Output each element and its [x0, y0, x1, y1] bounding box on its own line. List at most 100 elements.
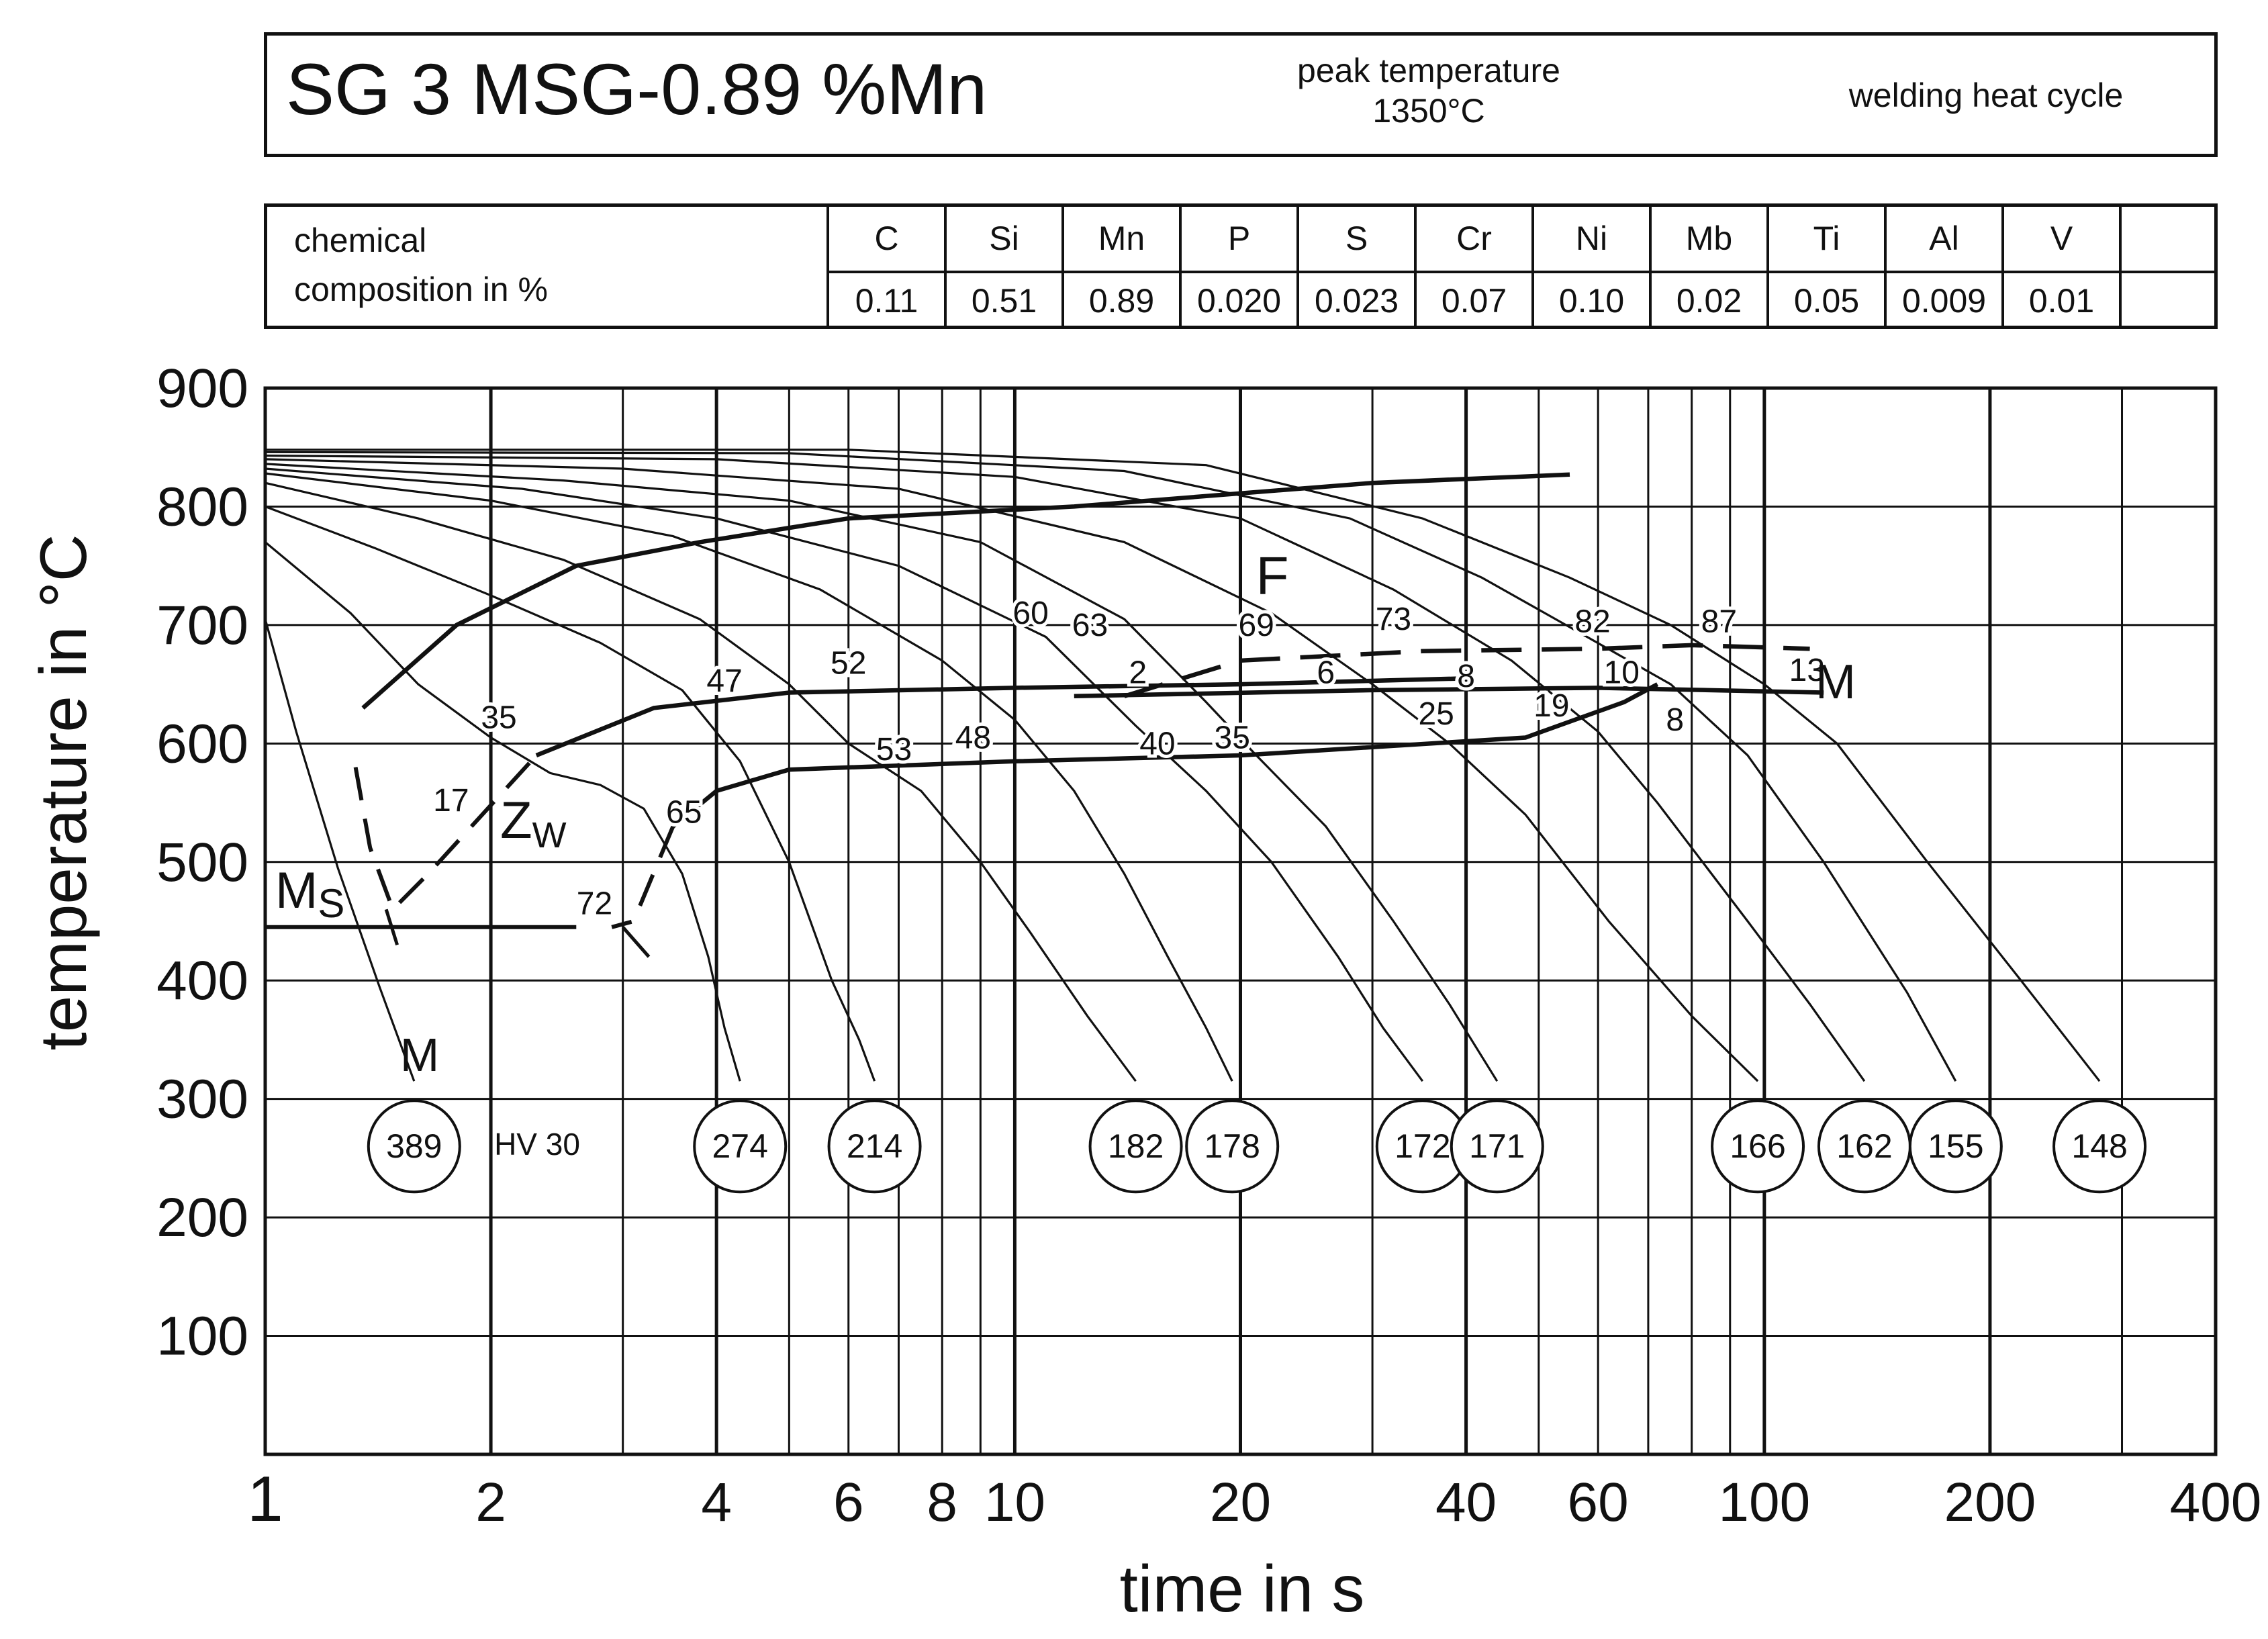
cooling-curve: [265, 455, 1866, 1082]
composition-column-divider: [1061, 207, 1064, 326]
x-tick-label: 20: [1210, 1472, 1271, 1533]
transformation-boundaries: [265, 472, 1824, 958]
composition-element-al: Al: [1929, 220, 1959, 257]
ferrite-start-line: [361, 472, 1570, 710]
x-tick-label: 200: [1944, 1472, 2036, 1533]
composition-element-mn: Mn: [1098, 220, 1145, 257]
bainite-lower-dashed: [611, 825, 675, 929]
region-label-ms-sub: S: [318, 881, 344, 926]
composition-label-line2: composition in %: [294, 270, 548, 308]
x-tick-label: 400: [2170, 1472, 2262, 1533]
composition-column-divider: [1531, 207, 1534, 326]
peak-temperature-line2: 1350°C: [1372, 92, 1485, 130]
composition-column-divider: [944, 207, 947, 326]
transformation-label: 35: [481, 700, 516, 736]
hardness-circle: [1711, 1099, 1805, 1194]
y-tick-label: 600: [156, 713, 248, 774]
hardness-value: 178: [1204, 1127, 1260, 1165]
cooling-curve: [265, 467, 1424, 1082]
transformation-label: 8: [1666, 702, 1684, 738]
composition-label: chemical composition in %: [294, 216, 548, 314]
grid: [265, 387, 2216, 1454]
x-tick-label: 60: [1568, 1472, 1629, 1533]
transformation-label: 6: [1317, 655, 1335, 690]
hardness-value: 171: [1469, 1127, 1525, 1165]
peak-temperature-line1: peak temperature: [1297, 52, 1560, 89]
transformation-label: 69: [1238, 608, 1274, 643]
welding-heat-cycle-label: welding heat cycle: [1848, 77, 2124, 114]
hardness-value: 166: [1730, 1127, 1785, 1165]
transformation-label: 52: [831, 645, 866, 681]
y-tick-label: 700: [156, 595, 248, 656]
region-label-zw-sub: W: [532, 815, 567, 855]
transformation-label: 73: [1376, 602, 1411, 637]
hardness-value: 148: [2071, 1127, 2127, 1165]
composition-value-c: 0.11: [828, 271, 945, 326]
region-label-ms: MS: [275, 862, 344, 926]
transformation-label: 48: [955, 720, 991, 756]
transformation-label: 60: [1012, 596, 1048, 631]
composition-column-divider: [1884, 207, 1887, 326]
cooling-curve: [265, 451, 1957, 1082]
composition-value-s: 0.023: [1298, 271, 1415, 326]
hardness-value: 274: [712, 1127, 768, 1165]
region-label-m: M: [400, 1029, 439, 1081]
hardness-value: 162: [1836, 1127, 1892, 1165]
composition-value-ni: 0.10: [1533, 271, 1650, 326]
cooling-curve: [265, 458, 1759, 1082]
transformation-label: 40: [1139, 726, 1175, 761]
hardness-marker: 389: [367, 1099, 461, 1194]
composition-value-p: 0.020: [1180, 271, 1298, 326]
transformation-label: 17: [433, 783, 469, 818]
transformation-label: 13: [1789, 653, 1825, 688]
pearlite-finish-line: [1074, 686, 1824, 699]
composition-value-cr: 0.07: [1415, 271, 1533, 326]
cooling-curve: [265, 505, 876, 1082]
transformation-label: 47: [706, 663, 742, 699]
x-axis-label: time in s: [1120, 1552, 1365, 1626]
cooling-curve: [265, 449, 2101, 1082]
hv30-label: HV 30: [494, 1127, 580, 1162]
hardness-marker: 182: [1088, 1099, 1183, 1194]
composition-value-ti: 0.05: [1768, 271, 1885, 326]
composition-column-divider: [1414, 207, 1417, 326]
pearlite-start-line: [1123, 643, 1810, 698]
composition-element-c: C: [874, 220, 899, 257]
composition-value-mb: 0.02: [1650, 271, 1768, 326]
peak-temperature-label: peak temperature 1350°C: [1194, 50, 1664, 131]
bainite-start-line: [535, 676, 1466, 758]
composition-table: chemical composition in % C 0.11 Si 0.51 Mn 0…: [264, 203, 2218, 329]
x-tick-label: 10: [984, 1472, 1045, 1533]
composition-element-cr: Cr: [1456, 220, 1492, 257]
y-tick-label: 300: [156, 1069, 248, 1130]
region-label-zw: ZW: [500, 790, 567, 855]
transformation-label: 87: [1701, 604, 1737, 640]
x-tick-label: 100: [1718, 1472, 1810, 1533]
hardness-circle: [827, 1099, 922, 1194]
composition-element-ti: Ti: [1813, 220, 1840, 257]
transformation-label: 35: [1215, 720, 1250, 756]
y-tick-label: 800: [156, 476, 248, 537]
composition-value-al: 0.009: [1885, 271, 2003, 326]
hardness-marker: 162: [1817, 1099, 1911, 1194]
hardness-circle: [1088, 1099, 1183, 1194]
cooling-curve: [264, 618, 416, 1082]
bainite-nose-dashed: [353, 753, 538, 913]
y-tick-label: 900: [156, 358, 248, 419]
composition-column-divider: [1179, 207, 1182, 326]
hardness-marker: 155: [1908, 1099, 2003, 1194]
transformation-label: 19: [1533, 688, 1569, 724]
ms-tick: [384, 908, 399, 946]
transformation-label: 8: [1457, 659, 1475, 694]
composition-column-divider: [2119, 207, 2122, 326]
title-box: SG 3 MSG-0.89 %Mn peak temperature 1350°…: [264, 32, 2218, 157]
transformation-label: 25: [1418, 696, 1454, 732]
hardness-circle: [1450, 1099, 1544, 1194]
hardness-circle: [367, 1099, 461, 1194]
cooling-curve: [264, 541, 741, 1082]
transformation-label: 10: [1604, 655, 1640, 690]
axis-ticks: 1 2 4 6 8 10 20 40 60 100 200 400 100 200 300 400 500 600…: [156, 358, 2261, 1535]
x-tick-label: 6: [833, 1472, 864, 1533]
ms-tick: [621, 926, 651, 958]
